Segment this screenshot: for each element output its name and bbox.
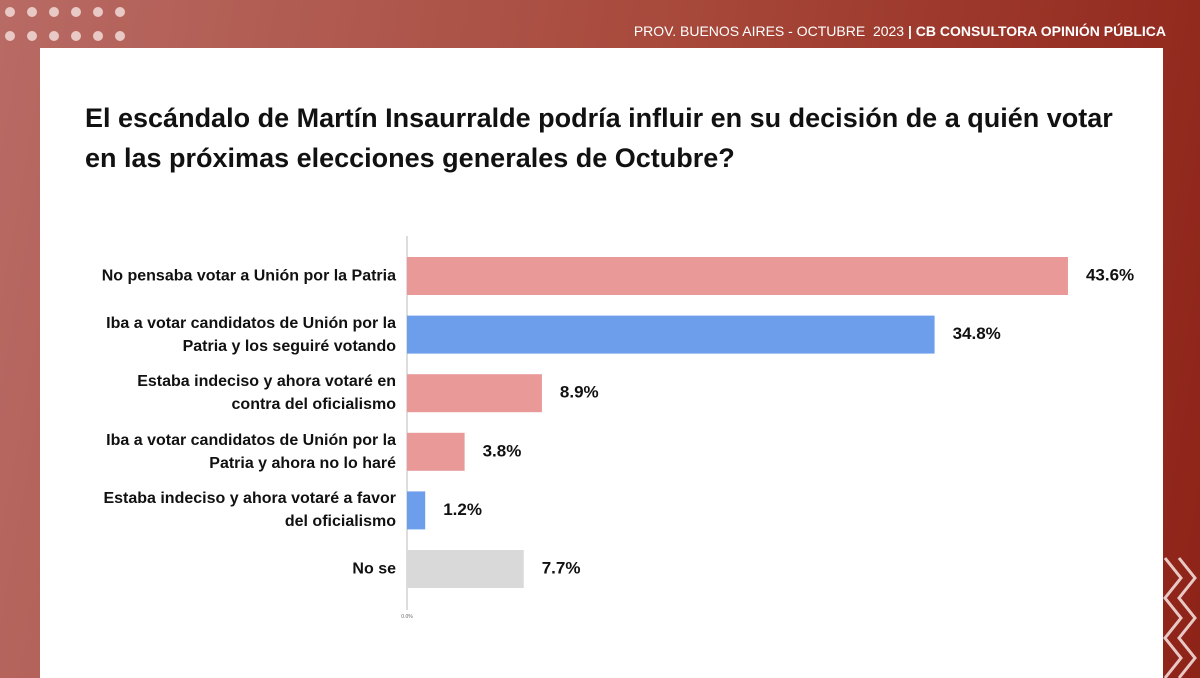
header-left: PROV. BUENOS AIRES - OCTUBRE 2023 xyxy=(633,23,905,39)
category-label: Iba a votar candidatos de Unión por la P… xyxy=(106,314,396,355)
category-label: Estaba indeciso y ahora votaré en contra… xyxy=(137,373,396,414)
value-label: 1.2% xyxy=(443,500,482,519)
header-right: CB CONSULTORA OPINIÓN PÚBLICA xyxy=(915,23,1166,39)
category-label: No se xyxy=(352,560,396,578)
header: PROV. BUENOS AIRES - OCTUBRE 2023 | CB C… xyxy=(634,23,1166,39)
value-label: 43.6% xyxy=(1086,265,1134,284)
category-label: Iba a votar candidatos de Unión por la P… xyxy=(106,431,396,472)
chart-title: El escándalo de Martín Insaurralde podrí… xyxy=(85,103,1113,173)
dots-decoration xyxy=(5,7,125,41)
category-label: Estaba indeciso y ahora votaré a favor d… xyxy=(103,490,396,531)
bar xyxy=(407,374,542,413)
value-label: 8.9% xyxy=(560,383,599,402)
value-label: 34.8% xyxy=(953,324,1001,343)
bar xyxy=(407,491,426,530)
category-label: No pensaba votar a Unión por la Patria xyxy=(101,267,396,285)
header-separator: | xyxy=(907,23,912,39)
value-label: 7.7% xyxy=(542,558,581,577)
bar xyxy=(407,550,524,588)
bar xyxy=(407,257,1068,295)
x-tick-label: 0.0% xyxy=(401,614,413,620)
value-label: 3.8% xyxy=(483,441,522,460)
bar xyxy=(407,315,935,354)
bar xyxy=(407,432,465,471)
zigzag-decoration xyxy=(1163,557,1197,678)
panel xyxy=(40,48,1163,678)
